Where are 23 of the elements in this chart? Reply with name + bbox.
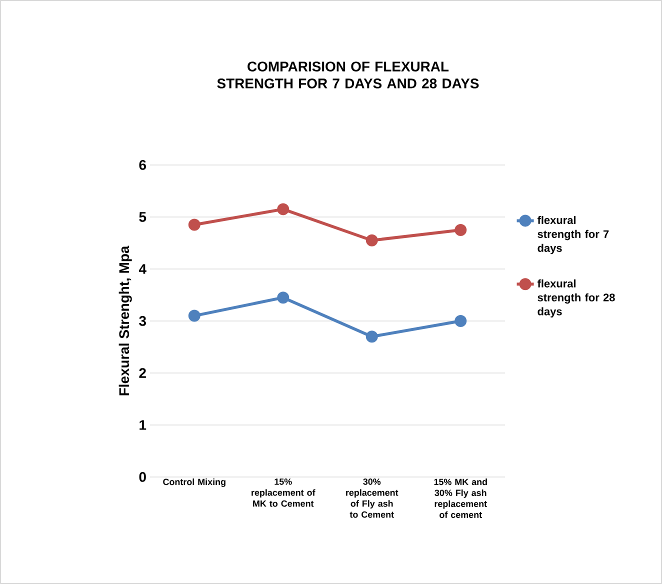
y-tick-label: 5 <box>139 212 146 222</box>
point <box>188 310 200 322</box>
point <box>277 203 290 216</box>
x-tick-label: Control Mixing <box>163 478 226 487</box>
point <box>454 314 467 327</box>
y-tick-label: 1 <box>140 420 146 430</box>
legend-label: flexural strength for 28 days <box>537 279 615 318</box>
chart-title: COMPARISION OF FLEXURAL STRENGTH FOR 7 DAYS AND 28 DAYS <box>217 62 479 88</box>
point <box>366 234 378 246</box>
x-tick-label: 15% MK and 30% Fly ash replacement of cement <box>434 478 487 518</box>
y-tick-label: 3 <box>139 316 146 326</box>
y-tick-label: 6 <box>139 160 146 170</box>
point <box>188 218 200 231</box>
point <box>277 292 290 304</box>
y-tick-label: 4 <box>138 264 146 274</box>
y-axis-title: Flexural Strenght, Mpa <box>118 246 132 396</box>
x-tick-label: 15% replacement of MK to Cement <box>252 478 316 507</box>
x-tick-label: 30% replacement of Fly ash to Cement <box>346 478 398 518</box>
y-tick-label: 2 <box>139 368 146 378</box>
y-tick-label: 0 <box>139 472 146 482</box>
point <box>366 330 378 343</box>
legend-label: flexural strength for 7 days <box>537 216 609 254</box>
point <box>454 224 467 236</box>
